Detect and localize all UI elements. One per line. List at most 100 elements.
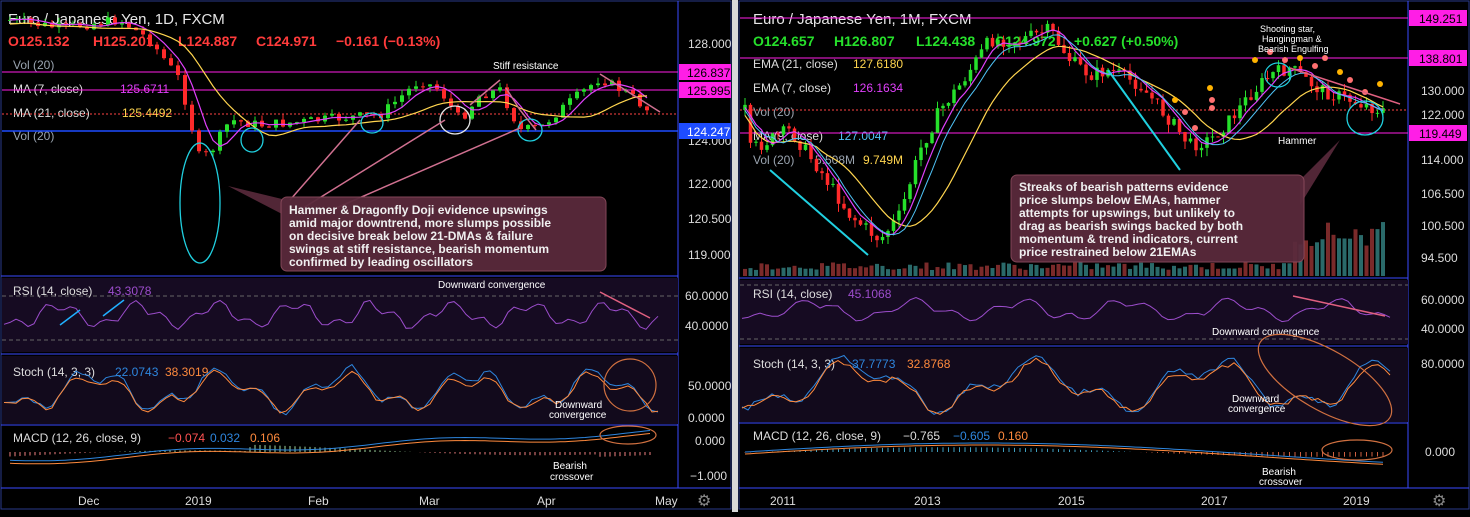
right-candle xyxy=(1034,30,1039,33)
left-candle xyxy=(106,17,110,26)
left-ohlc-low: L124.887 xyxy=(178,33,237,49)
right-volume-bar xyxy=(869,265,874,276)
right-axis-1065: 106.500 xyxy=(1421,187,1465,201)
right-volume-bar xyxy=(990,268,995,276)
right-volume-bar xyxy=(924,262,929,276)
right-volume-bar xyxy=(1040,268,1044,276)
right-candle xyxy=(1309,76,1314,87)
left-candle xyxy=(428,84,432,87)
right-macd-v1: −0.765 xyxy=(903,429,940,443)
right-volume-bar xyxy=(1111,266,1116,276)
right-candle xyxy=(908,184,912,200)
right-candle xyxy=(1370,103,1374,114)
right-volume-bar xyxy=(1117,263,1121,276)
right-candle xyxy=(1161,99,1165,116)
right-hammer-circle xyxy=(1346,100,1384,136)
right-volume-bar xyxy=(809,268,813,276)
right-callout-line-2: price slumps below EMAs, hammer xyxy=(1019,193,1221,207)
right-candle xyxy=(1040,32,1044,34)
right-pattern-dot xyxy=(1207,85,1213,91)
right-pattern-dot xyxy=(1182,109,1188,115)
right-pattern-dot xyxy=(1312,63,1318,69)
left-candle xyxy=(582,89,586,92)
left-candle xyxy=(239,120,243,122)
right-candle xyxy=(820,171,824,174)
left-macd-v3: 0.106 xyxy=(250,431,280,445)
right-macd-axis-0: 0.000 xyxy=(1425,445,1455,459)
right-candle xyxy=(809,144,813,160)
right-volume-bar xyxy=(952,269,956,276)
right-volume-bar xyxy=(1326,222,1330,276)
right-volume-bar xyxy=(858,266,863,276)
left-legend-vol: Vol (20) xyxy=(13,58,54,72)
left-rsi-up-arrow-2 xyxy=(102,299,125,317)
right-axis-114: 114.000 xyxy=(1421,153,1464,167)
right-volume-bar xyxy=(1227,268,1231,276)
left-macd-note-2: crossover xyxy=(550,472,594,483)
right-candle xyxy=(869,223,874,236)
right-volume-bar xyxy=(1095,263,1099,276)
left-axis-122: 122.000 xyxy=(688,177,732,191)
left-callout-line-1: Hammer & Dragonfly Doji evidence upswing… xyxy=(289,203,548,217)
right-candle xyxy=(1133,79,1138,89)
left-legend-ma7: MA (7, close) xyxy=(13,82,83,96)
right-rsi-axis-60: 60.0000 xyxy=(1421,293,1465,307)
right-volume-bar xyxy=(1315,242,1319,276)
right-candle xyxy=(1194,138,1198,151)
left-candle xyxy=(456,105,460,113)
right-candle xyxy=(880,236,885,241)
right-candle xyxy=(1320,85,1325,93)
right-axis-1005: 100.500 xyxy=(1421,219,1465,233)
left-rsi-label: RSI (14, close) xyxy=(13,284,92,298)
right-settings-gear-icon[interactable]: ⚙ xyxy=(1432,493,1446,510)
right-volume-bar xyxy=(1221,268,1226,276)
right-candle xyxy=(1359,104,1363,108)
left-macd-label: MACD (12, 26, close, 9) xyxy=(13,431,141,445)
left-candle xyxy=(8,19,12,21)
right-volume-bar xyxy=(1122,263,1127,276)
right-volume-bar xyxy=(836,263,841,276)
left-annotation-stiff: Stiff resistance xyxy=(493,61,559,72)
left-candle xyxy=(64,23,68,25)
left-chart: Euro / Japanese Yen, 1D, FXCM O125.132 H… xyxy=(0,0,732,512)
right-candle xyxy=(1210,136,1215,138)
right-candle xyxy=(1293,66,1297,68)
right-volume-bar xyxy=(1144,267,1149,276)
right-volume-bar xyxy=(908,264,912,276)
left-rsi-axis-40: 40.0000 xyxy=(685,319,729,333)
right-macd-circle xyxy=(1321,439,1393,461)
right-candle xyxy=(798,141,802,150)
left-settings-gear-icon[interactable]: ⚙ xyxy=(697,493,711,510)
right-candle xyxy=(974,57,978,70)
right-candle xyxy=(924,143,929,148)
right-volume-bar xyxy=(1051,264,1055,276)
right-volume-bar xyxy=(842,263,846,276)
right-volume-bar xyxy=(880,265,885,276)
right-volume-bar xyxy=(798,267,802,276)
right-candle xyxy=(853,217,857,221)
left-rsi-line xyxy=(3,299,659,331)
right-volume-bar xyxy=(1342,238,1347,276)
left-rsi-up-arrow-1 xyxy=(59,309,81,326)
left-candle xyxy=(533,125,537,127)
right-candle xyxy=(1062,44,1066,54)
right-volume-bar xyxy=(1205,269,1209,276)
left-axis-119: 119.000 xyxy=(688,248,731,262)
right-candle xyxy=(1348,94,1352,102)
right-volume-bar xyxy=(891,269,896,276)
right-legend-ema21: EMA (21, close) xyxy=(753,57,838,71)
right-candle xyxy=(1315,86,1319,93)
right-volume-bar xyxy=(979,266,984,276)
left-candle xyxy=(22,18,26,20)
right-pattern-dot xyxy=(1252,57,1258,63)
right-badge-149251: 149.251 xyxy=(1419,12,1463,26)
right-candle xyxy=(1084,64,1088,76)
right-volume-bar xyxy=(754,269,758,276)
right-candle xyxy=(1117,69,1121,71)
left-candle xyxy=(211,150,215,153)
left-candle xyxy=(78,23,82,28)
right-stoch-k: 37.7773 xyxy=(852,357,896,371)
left-candle xyxy=(575,91,579,99)
right-candle xyxy=(1375,112,1380,114)
right-volume-bar xyxy=(1331,234,1336,276)
